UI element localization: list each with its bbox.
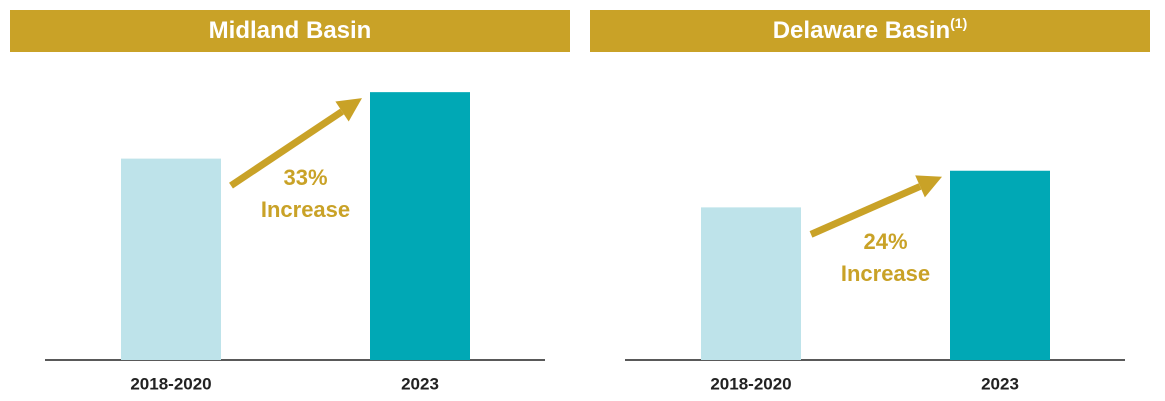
chart-title: Midland Basin xyxy=(209,17,372,44)
x-tick-label: 2023 xyxy=(401,374,439,393)
title-band xyxy=(10,10,570,52)
annotation: 24% xyxy=(863,229,907,254)
x-tick-label: 2018-2020 xyxy=(130,374,211,393)
title-band xyxy=(590,10,1150,52)
arrow-shaft xyxy=(809,183,922,238)
annotation: Increase xyxy=(261,197,350,222)
title-text: Midland Basin xyxy=(209,17,372,44)
x-tick-label: 2023 xyxy=(981,374,1019,393)
bar xyxy=(370,92,470,361)
annotation: 33% xyxy=(283,165,327,190)
bar xyxy=(121,158,221,360)
title-note: (1) xyxy=(950,15,967,31)
arrow-head xyxy=(335,98,362,122)
bar xyxy=(701,207,801,360)
annotation: Increase xyxy=(841,261,930,286)
arrow-shaft xyxy=(229,108,344,189)
x-tick-label: 2018-2020 xyxy=(710,374,791,393)
chart-title: Delaware Basin(1) xyxy=(773,15,968,45)
arrow-head xyxy=(915,175,942,198)
title-text: Delaware Basin xyxy=(773,17,950,44)
bar xyxy=(950,170,1050,360)
